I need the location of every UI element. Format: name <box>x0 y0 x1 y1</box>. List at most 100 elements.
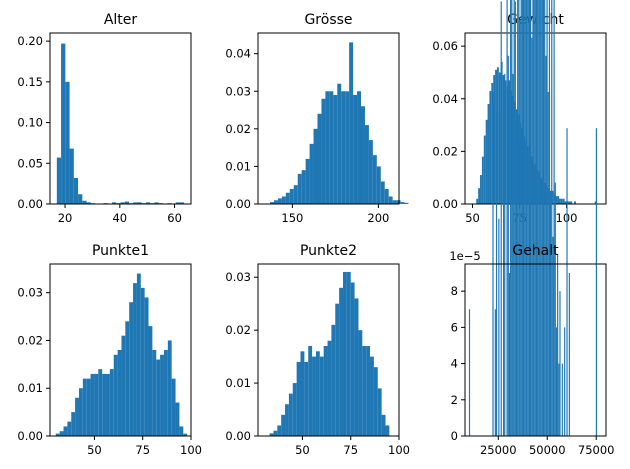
histogram-bar <box>378 388 382 436</box>
histogram-bar <box>335 304 339 436</box>
histogram-bar <box>137 274 141 436</box>
histogram-bar <box>385 425 389 436</box>
histogram-bar <box>337 84 341 204</box>
subplot-5: Punkte2 50 75 100 0.00 0.01 0.02 0.03 <box>225 243 410 457</box>
x-tick-label: 100 <box>180 443 202 457</box>
histogram-bar <box>531 38 532 436</box>
histogram-bar <box>357 91 361 204</box>
histogram-bar <box>172 379 176 436</box>
histogram-bar <box>277 425 281 436</box>
y-tick-label: 6 <box>451 320 458 334</box>
histogram-bar <box>358 330 362 436</box>
histogram-bar <box>532 0 533 436</box>
histogram-bar <box>145 297 149 436</box>
histogram-bar <box>290 189 294 204</box>
histogram-bar <box>347 272 351 436</box>
histogram-bar <box>297 362 301 436</box>
subplot-4: Punkte1 50 75 100 0.00 0.01 0.02 0.03 <box>17 243 202 457</box>
histogram-bar <box>374 367 378 436</box>
x-tick-label: 200 <box>367 211 389 225</box>
histogram-bar <box>530 0 531 436</box>
histogram-bar <box>75 398 79 436</box>
y-tick-label: 0.02 <box>17 333 43 347</box>
histogram-bar <box>300 351 304 436</box>
histogram-bar <box>489 91 491 204</box>
histogram-bar <box>321 99 325 204</box>
histogram-bar <box>114 355 118 436</box>
y-tick-label: 0.02 <box>432 144 458 158</box>
histogram-bar <box>542 0 543 436</box>
histogram-bar <box>537 0 538 436</box>
histogram-bar <box>514 0 515 436</box>
x-tick-label: 25000 <box>480 443 517 457</box>
histogram-bar <box>509 273 510 436</box>
x-tick-label: 50 <box>295 443 310 457</box>
histogram-bar <box>285 404 289 436</box>
histogram-bar <box>152 350 156 436</box>
histogram-bar <box>517 0 518 436</box>
histogram-bar <box>79 388 83 436</box>
histogram-bar <box>294 185 298 204</box>
histogram-bar <box>405 203 409 204</box>
histogram-bar <box>349 42 353 204</box>
y-tick-label: 0.05 <box>17 156 43 170</box>
histogram-bar <box>373 155 377 204</box>
histogram-bar <box>366 346 370 436</box>
x-tick-label: 150 <box>281 211 303 225</box>
y-tick-label: 0.03 <box>17 286 43 300</box>
histogram-bar <box>278 198 282 204</box>
histogram-bar <box>543 0 544 436</box>
histogram-bar <box>369 140 373 204</box>
histogram-bar <box>129 302 133 436</box>
histogram-bar <box>168 340 172 436</box>
histogram-bar <box>156 360 160 436</box>
histogram-bar <box>541 0 542 436</box>
histogram-bar <box>528 0 529 436</box>
x-tick-label: 75000 <box>578 443 615 457</box>
y-tick-label: 0.02 <box>225 122 251 136</box>
x-tick-label: 100 <box>388 443 410 457</box>
histogram-bar <box>526 0 527 436</box>
histogram-bar <box>550 201 551 436</box>
histogram-bar <box>511 0 512 436</box>
histogram-bar <box>566 128 567 436</box>
histogram-bar <box>102 374 106 436</box>
histogram-bar <box>179 426 183 436</box>
histogram-bar <box>498 219 499 436</box>
chart-title: Punkte1 <box>92 243 149 259</box>
y-tick-label: 0.15 <box>17 75 43 89</box>
histogram-bar <box>393 200 397 204</box>
histogram-bar <box>78 194 82 204</box>
histogram-bar <box>377 166 381 204</box>
y-tick-label: 0 <box>451 429 458 443</box>
histogram-bar <box>118 350 122 436</box>
histogram-bar <box>482 157 484 204</box>
histogram-bar <box>536 0 537 436</box>
histogram-bar <box>343 272 347 436</box>
x-tick-label: 50 <box>87 443 102 457</box>
histogram-bar <box>561 199 563 204</box>
histogram-bar <box>484 136 486 204</box>
histogram-bar <box>552 237 553 436</box>
histogram-bar <box>559 199 561 204</box>
y-tick-label: 0.10 <box>17 116 43 130</box>
y-tick-label: 0.02 <box>225 323 251 337</box>
histogram-bar <box>539 0 540 436</box>
histogram-bar <box>64 426 68 436</box>
histogram-bar <box>339 288 343 436</box>
histogram-bar <box>110 369 114 436</box>
chart-title: Alter <box>104 12 138 28</box>
histogram-bar <box>164 350 168 436</box>
histogram-bar <box>286 193 290 204</box>
histogram-bar <box>563 199 565 204</box>
histogram-bar <box>555 183 556 436</box>
histogram-bar <box>365 125 369 204</box>
histogram-bar <box>478 188 480 204</box>
histogram-bar <box>328 341 332 436</box>
histogram-bar <box>133 283 137 436</box>
histogram-bar <box>564 327 565 436</box>
histogram-bar <box>308 346 312 436</box>
x-tick-label: 75 <box>343 443 358 457</box>
histogram-bar <box>529 0 530 436</box>
